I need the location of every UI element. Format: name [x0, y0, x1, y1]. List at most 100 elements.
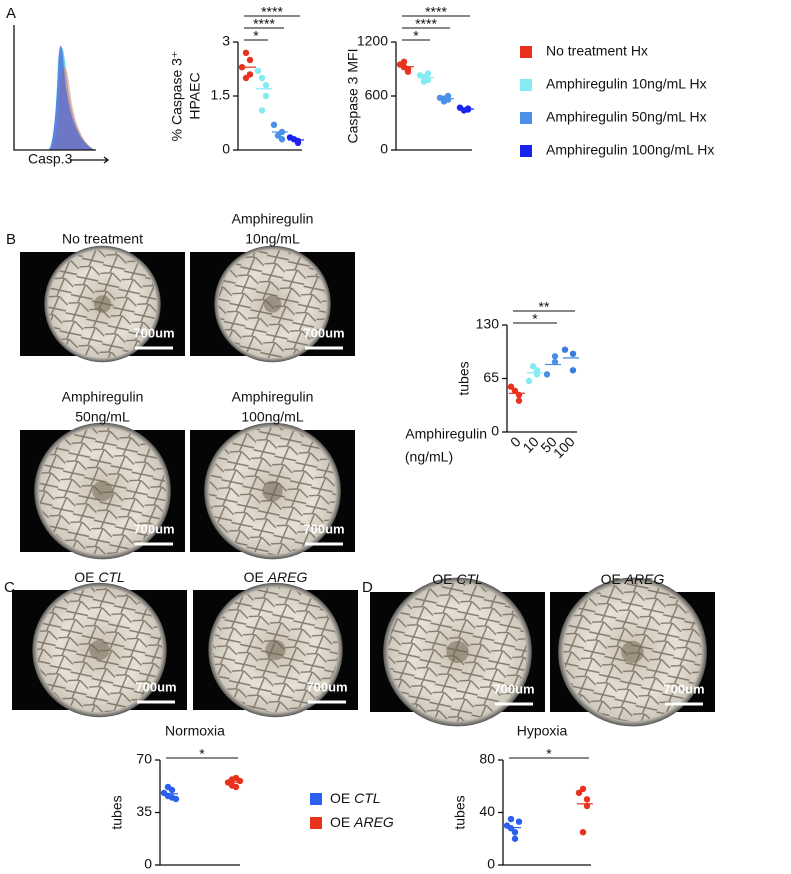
axis — [159, 760, 240, 866]
center — [446, 640, 469, 664]
axis — [506, 325, 577, 433]
dot — [228, 776, 236, 783]
x-axis-label: Amphiregulin — [405, 426, 487, 442]
dot — [258, 107, 266, 114]
scale-label: 700um — [303, 521, 344, 536]
dot — [551, 358, 559, 366]
dot — [569, 350, 577, 358]
significance-label: * — [199, 746, 205, 762]
scale-label: 700um — [303, 325, 344, 340]
y-tick-label: 0 — [380, 141, 388, 157]
y-tick-label: 0 — [144, 856, 152, 872]
micrograph-label: OE CTL — [432, 571, 483, 587]
histogram: Casp.3 — [13, 25, 110, 167]
dot — [569, 367, 577, 374]
dot — [242, 49, 250, 56]
center — [89, 639, 110, 661]
y-tick-label: 65 — [483, 369, 499, 385]
y-tick-label: 0 — [487, 856, 495, 872]
chart-title: Normoxia — [165, 723, 225, 739]
y-tick-label: 0 — [491, 423, 499, 439]
center — [621, 640, 644, 664]
dot — [529, 362, 537, 370]
legend-label: Amphiregulin 100ng/mL Hx — [546, 142, 714, 158]
dot — [515, 818, 523, 825]
x-axis-label: (ng/mL) — [405, 449, 453, 465]
y-tick-label: 130 — [476, 316, 500, 332]
legend-swatch — [520, 112, 532, 124]
scale-label: 700um — [133, 521, 174, 536]
chart-title: Hypoxia — [517, 723, 568, 739]
dot — [511, 828, 519, 836]
legend-swatch — [520, 79, 532, 91]
dot — [575, 789, 583, 797]
legend-swatch — [310, 817, 322, 829]
dot — [511, 835, 519, 842]
legend-label: Amphiregulin 50ng/mL Hx — [546, 109, 707, 125]
y-tick-label: 1200 — [357, 33, 388, 49]
significance-label: * — [253, 28, 259, 44]
scale-label: 700um — [663, 681, 704, 696]
panel-letter: B — [6, 231, 16, 248]
dot — [290, 136, 298, 143]
y-tick-label: 35 — [136, 803, 152, 819]
dot — [561, 346, 569, 353]
y-axis-label: tubes — [456, 361, 472, 395]
dot — [228, 782, 236, 789]
center — [262, 480, 283, 502]
dot — [460, 107, 468, 114]
panel-letter: D — [362, 579, 373, 596]
center — [263, 295, 282, 313]
significance-label: * — [413, 28, 419, 44]
dot — [254, 67, 262, 75]
significance-label: **** — [253, 16, 275, 32]
y-tick-label: 0 — [222, 141, 230, 157]
axis — [395, 42, 472, 151]
y-axis-label: % Caspase 3⁺ — [169, 51, 185, 142]
dot — [262, 92, 270, 100]
axis — [502, 760, 591, 866]
dot — [579, 828, 587, 836]
dot — [507, 383, 515, 390]
scale-label: 700um — [135, 679, 176, 694]
legend-swatch — [520, 46, 532, 58]
dot — [511, 387, 519, 395]
significance-label: **** — [415, 16, 437, 32]
dot — [583, 796, 591, 803]
y-tick-label: 80 — [479, 751, 495, 767]
dot — [172, 795, 180, 803]
dot — [533, 367, 541, 374]
y-tick-label: 600 — [365, 87, 389, 103]
legend-label: Amphiregulin 10ng/mL Hx — [546, 76, 707, 92]
micrograph-label: OE AREG — [601, 571, 665, 587]
dot — [579, 785, 587, 793]
micrograph-label: OE CTL — [74, 569, 125, 585]
y-axis-label: tubes — [452, 795, 468, 829]
dot — [543, 371, 551, 378]
dot — [270, 121, 278, 128]
scale-label: 700um — [493, 681, 534, 696]
y-tick-label: 70 — [136, 751, 152, 767]
dot — [507, 825, 515, 832]
dot — [507, 815, 515, 823]
dot — [262, 82, 270, 89]
dot — [246, 56, 254, 64]
micrograph-label: Amphiregulin — [232, 389, 314, 405]
dot — [164, 792, 172, 800]
y-tick-label: 1.5 — [211, 87, 231, 103]
legend-swatch — [520, 145, 532, 157]
micrograph-label: No treatment — [62, 231, 143, 247]
panel-letter: A — [6, 5, 16, 22]
x-tick-label: 100 — [550, 433, 578, 461]
legend-label: OE AREG — [330, 814, 394, 830]
dot — [404, 68, 412, 75]
micrograph-label: 10ng/mL — [245, 231, 300, 247]
micrograph-label: 100ng/mL — [241, 409, 303, 425]
dot — [242, 74, 250, 82]
y-axis-label: HPAEC — [187, 72, 203, 119]
significance-label: ** — [539, 299, 550, 315]
significance-label: **** — [425, 4, 447, 20]
dot — [400, 58, 408, 65]
y-axis-label: tubes — [109, 795, 125, 829]
